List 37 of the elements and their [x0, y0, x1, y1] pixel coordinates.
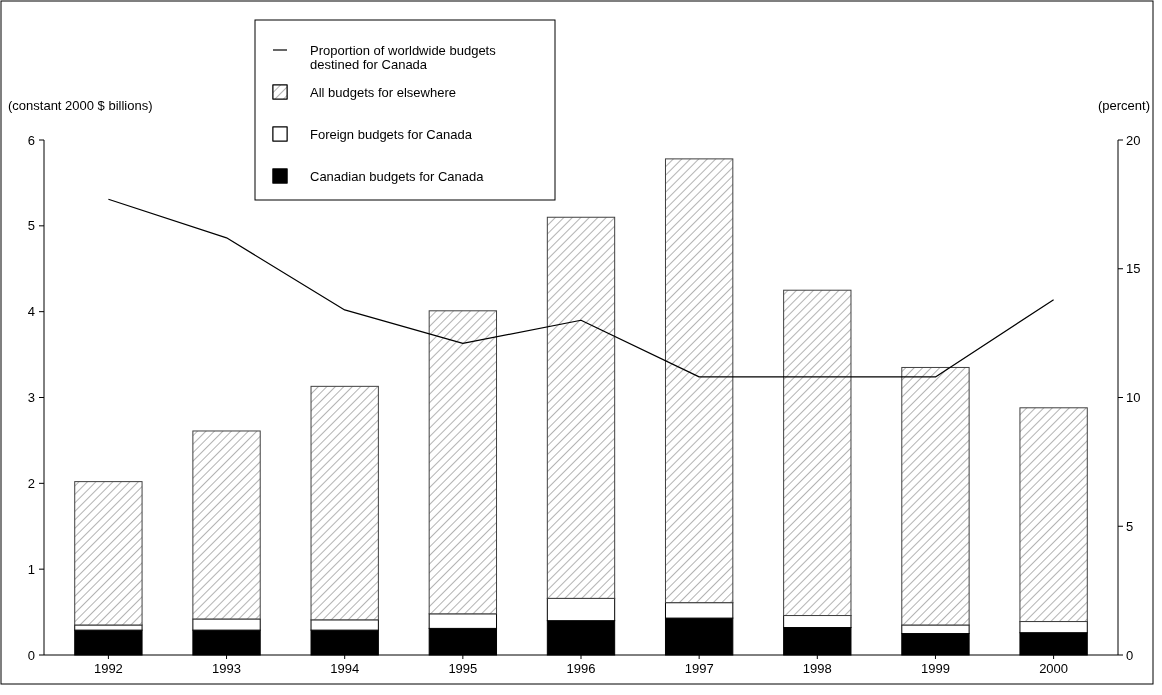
y-axis-title: (constant 2000 $ billions)	[8, 98, 153, 113]
y2-tick-label: 15	[1126, 261, 1141, 277]
bar	[1019, 407, 1088, 623]
bar	[428, 310, 498, 615]
y-tick-label: 4	[27, 304, 35, 320]
y-tick-label: 5	[27, 218, 35, 234]
bar	[546, 216, 616, 599]
y2-tick-label: 0	[1126, 647, 1134, 663]
legend-label: Foreign budgets for Canada	[310, 126, 473, 142]
x-tick-label: 1996	[566, 661, 596, 676]
x-tick-label: 1998	[802, 661, 832, 676]
bar	[664, 158, 734, 604]
x-tick-label: 1999	[920, 661, 950, 676]
legend-label: Proportion of worldwide budgets destined for Canada	[310, 42, 497, 72]
x-tick-label: 1995	[448, 661, 478, 676]
bar	[74, 481, 143, 626]
y-tick-label: 6	[27, 132, 35, 148]
x-tick-label: 1992	[93, 661, 123, 676]
bar	[310, 385, 379, 621]
y-tick-label: 2	[27, 475, 35, 491]
y-tick-label: 0	[27, 647, 35, 663]
y-tick-label: 3	[27, 390, 35, 406]
x-tick-label: 2000	[1039, 661, 1069, 676]
bar	[192, 430, 261, 620]
y2-tick-label: 5	[1126, 518, 1134, 534]
x-tick-label: 1997	[684, 661, 714, 676]
legend-label: All budgets for elsewhere	[310, 84, 456, 100]
bar	[901, 366, 970, 626]
y2-tick-label: 20	[1126, 132, 1141, 148]
x-tick-label: 1993	[212, 661, 242, 676]
bar	[783, 289, 852, 617]
line-series	[107, 198, 1055, 378]
legend-label: Canadian budgets for Canada	[310, 168, 485, 184]
x-tick-label: 1994	[330, 661, 360, 676]
y-tick-label: 1	[27, 561, 35, 577]
y2-tick-label: 10	[1126, 390, 1141, 406]
y2-axis-title: (percent)	[1097, 98, 1150, 113]
